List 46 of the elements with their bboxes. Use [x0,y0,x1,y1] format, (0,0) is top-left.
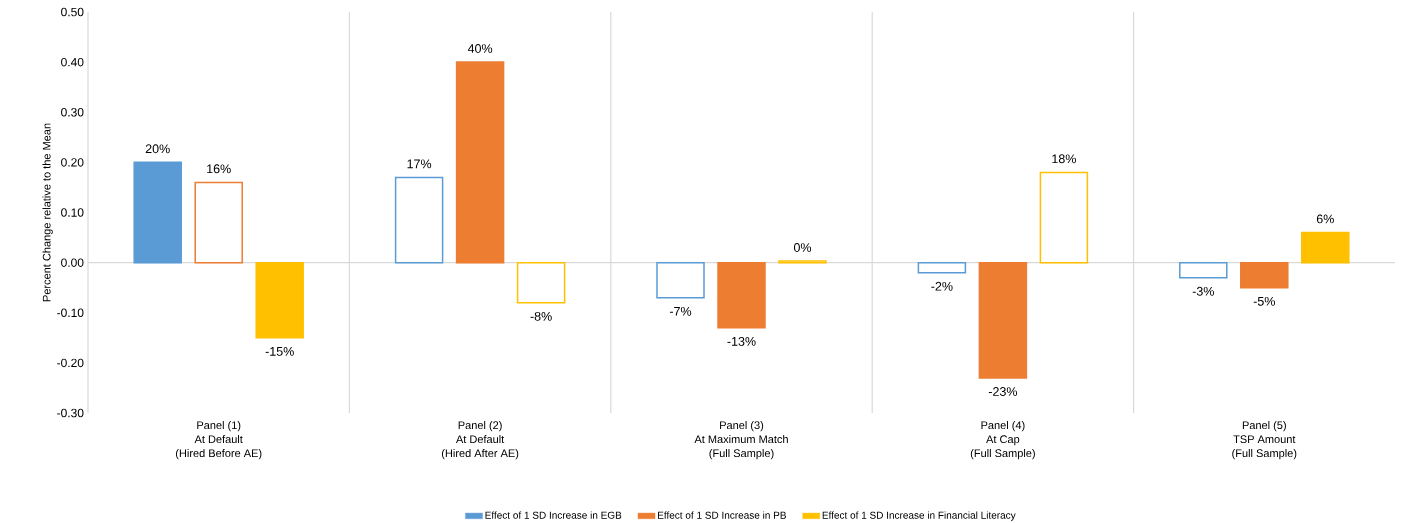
y-tick-label: 0.50 [61,7,84,17]
legend-label: Effect of 1 SD Increase in Financial Literacy [822,511,1016,521]
bar [1039,171,1089,264]
y-tick-label: -0.20 [57,358,84,368]
y-tick-label: -0.10 [57,308,84,318]
bar [1301,231,1350,264]
data-label: -5% [1253,296,1275,306]
bar [1240,261,1289,289]
data-label: -7% [669,306,692,316]
data-label: 16% [207,164,231,174]
x-tick-label: Panel (5) TSP Amount (Full Sample) [1232,421,1297,460]
data-label: -3% [1192,286,1214,296]
bar [978,261,1028,379]
data-label: -8% [530,311,552,321]
legend-label: Effect of 1 SD Increase in EGB [485,511,622,519]
x-tick-label: Panel (3) At Maximum Match (Full Sample) [694,421,788,460]
bar [133,161,182,264]
y-tick-label: 0.40 [61,57,84,67]
data-label: 40% [467,44,493,53]
x-tick-label: Panel (4) At Cap (Full Sample) [970,421,1035,460]
data-label: 17% [407,159,432,169]
x-tick-label: Panel (1) At Default (Hired Before AE) [175,421,262,460]
y-tick-label: 0.20 [61,158,84,167]
bar [455,61,505,264]
data-label: -2% [931,281,953,291]
bar [516,261,566,304]
y-tick-label: 0.30 [61,108,84,117]
y-tick-label: -0.30 [57,408,84,418]
data-label: 20% [145,144,170,154]
x-tick-label: Panel (2) At Default (Hired After AE) [441,421,519,460]
data-label: 0% [793,243,812,252]
bar [394,176,444,264]
y-tick-label: 0.00 [61,258,84,267]
bar [717,261,766,329]
data-label: 6% [1316,214,1334,224]
data-label: 18% [1052,154,1076,164]
y-axis-title: Percent Change relative to the Mean [42,123,53,302]
data-label: -15% [265,347,294,356]
data-label: -23% [988,387,1018,396]
bar [656,261,705,299]
bar [917,261,967,274]
data-label: -13% [727,336,756,346]
bar [255,261,304,339]
y-tick-label: 0.10 [61,208,84,217]
legend-label: Effect of 1 SD Increase in PB [658,511,786,519]
bar [1179,261,1228,279]
